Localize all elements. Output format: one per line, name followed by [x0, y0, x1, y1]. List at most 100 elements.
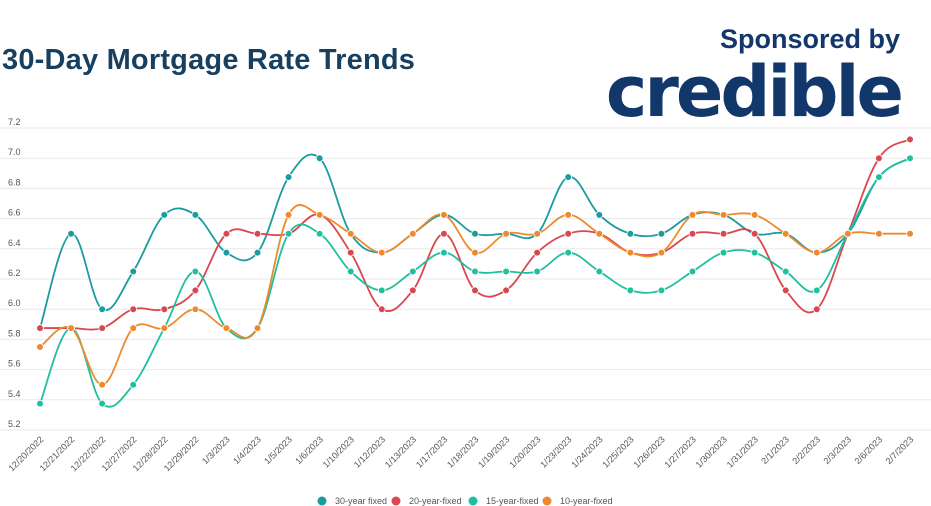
data-point[interactable] [844, 229, 852, 238]
data-point[interactable] [626, 286, 635, 295]
x-tick-label: 1/4/2023 [231, 434, 263, 466]
data-point[interactable] [409, 286, 417, 295]
data-point[interactable] [875, 173, 883, 181]
data-point[interactable] [98, 380, 106, 389]
data-point[interactable] [564, 211, 573, 219]
data-point[interactable] [440, 211, 448, 219]
data-point[interactable] [377, 305, 386, 314]
data-point[interactable] [533, 229, 541, 238]
data-point[interactable] [502, 286, 510, 295]
data-point[interactable] [36, 399, 44, 408]
data-point[interactable] [657, 229, 666, 238]
data-point[interactable] [222, 248, 231, 257]
data-point[interactable] [781, 286, 790, 295]
y-tick-label: 5.4 [8, 389, 21, 399]
data-point[interactable] [906, 229, 914, 238]
data-point[interactable] [191, 211, 200, 219]
data-point[interactable] [346, 229, 355, 238]
data-point[interactable] [906, 154, 914, 163]
legend-label: 20-year-fixed [409, 496, 462, 506]
data-point[interactable] [626, 248, 635, 257]
x-tick-label: 2/1/2023 [759, 434, 791, 466]
data-point[interactable] [160, 324, 169, 332]
data-point[interactable] [191, 305, 200, 314]
data-point[interactable] [284, 173, 293, 181]
data-point[interactable] [98, 399, 106, 408]
data-point[interactable] [253, 324, 262, 332]
data-point[interactable] [781, 267, 790, 276]
data-point[interactable] [719, 248, 728, 257]
data-point[interactable] [471, 229, 479, 238]
data-point[interactable] [377, 248, 386, 257]
data-point[interactable] [812, 286, 821, 295]
data-point[interactable] [502, 267, 510, 276]
data-point[interactable] [222, 229, 231, 238]
data-point[interactable] [36, 343, 44, 351]
data-point[interactable] [750, 248, 759, 257]
data-point[interactable] [253, 229, 262, 238]
data-point[interactable] [657, 248, 666, 257]
data-point[interactable] [346, 267, 355, 276]
brand-logo[interactable]: credible [605, 51, 904, 133]
data-point[interactable] [284, 211, 293, 219]
data-point[interactable] [564, 248, 573, 257]
data-point[interactable] [191, 267, 200, 276]
data-point[interactable] [781, 229, 790, 238]
data-point[interactable] [129, 324, 138, 332]
data-point[interactable] [284, 229, 293, 238]
data-point[interactable] [812, 305, 821, 314]
data-point[interactable] [688, 267, 697, 276]
data-point[interactable] [657, 286, 666, 295]
data-point[interactable] [129, 267, 138, 276]
data-point[interactable] [253, 248, 262, 257]
data-point[interactable] [502, 229, 510, 238]
data-point[interactable] [564, 229, 573, 238]
data-point[interactable] [471, 286, 479, 295]
data-point[interactable] [719, 229, 728, 238]
data-point[interactable] [533, 248, 541, 257]
data-point[interactable] [315, 154, 324, 163]
data-point[interactable] [377, 286, 386, 295]
data-point[interactable] [533, 267, 541, 276]
data-point[interactable] [875, 154, 883, 163]
data-point[interactable] [564, 173, 573, 181]
data-point[interactable] [315, 211, 324, 219]
data-point[interactable] [626, 229, 635, 238]
data-point[interactable] [346, 248, 355, 257]
series-points [36, 135, 914, 408]
data-point[interactable] [812, 248, 821, 257]
x-tick-label: 2/2/2023 [790, 434, 822, 466]
data-point[interactable] [129, 305, 138, 314]
data-point[interactable] [688, 229, 697, 238]
data-point[interactable] [595, 267, 604, 276]
data-point[interactable] [750, 229, 759, 238]
data-point[interactable] [440, 248, 448, 257]
data-point[interactable] [129, 380, 138, 389]
data-point[interactable] [98, 324, 106, 332]
x-tick-label: 1/12/2023 [352, 434, 387, 469]
data-point[interactable] [98, 305, 106, 314]
data-point[interactable] [688, 211, 697, 219]
data-point[interactable] [471, 248, 479, 257]
data-point[interactable] [906, 135, 914, 144]
data-point[interactable] [750, 211, 759, 219]
data-point[interactable] [67, 324, 75, 332]
data-point[interactable] [595, 229, 604, 238]
data-point[interactable] [409, 229, 417, 238]
data-point[interactable] [440, 229, 448, 238]
data-point[interactable] [875, 229, 883, 238]
data-point[interactable] [160, 211, 169, 219]
y-tick-label: 6.4 [8, 238, 21, 248]
data-point[interactable] [222, 324, 231, 332]
data-point[interactable] [471, 267, 479, 276]
data-point[interactable] [595, 211, 604, 219]
x-tick-label: 1/19/2023 [476, 434, 511, 469]
data-point[interactable] [36, 324, 44, 332]
data-point[interactable] [191, 286, 200, 295]
data-point[interactable] [409, 267, 417, 276]
data-point[interactable] [160, 305, 169, 314]
data-point[interactable] [315, 229, 324, 238]
data-point[interactable] [719, 211, 728, 219]
data-point[interactable] [67, 229, 75, 238]
